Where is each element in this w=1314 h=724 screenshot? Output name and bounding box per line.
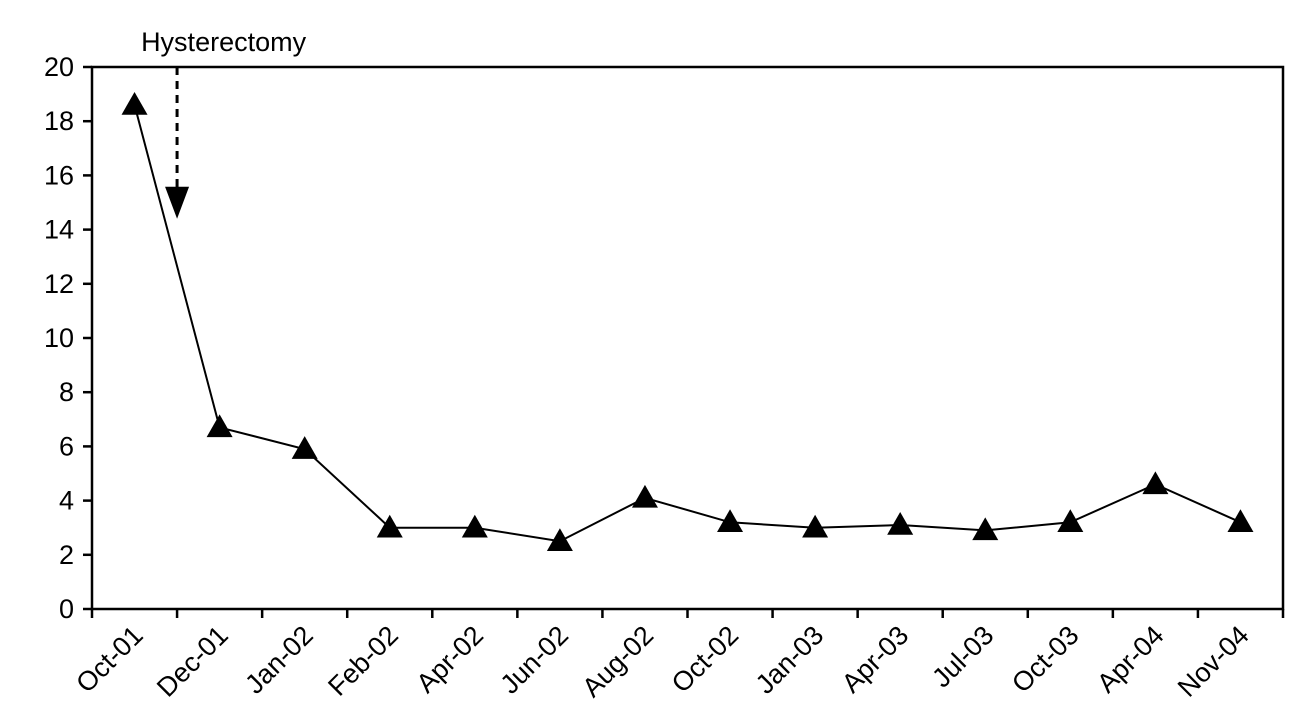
data-point-marker: [802, 514, 829, 538]
data-point-marker: [972, 517, 999, 541]
x-tick-label: Aug-02: [576, 620, 659, 703]
y-tick-label: 6: [59, 431, 74, 461]
x-tick-label: Oct-03: [1006, 620, 1085, 699]
x-tick-label: Jul-03: [926, 620, 999, 693]
data-point-marker: [206, 414, 233, 438]
data-point-marker: [1057, 509, 1084, 533]
y-tick-label: 14: [44, 215, 74, 245]
plot-frame: [90, 65, 1285, 611]
y-tick-label: 20: [44, 52, 74, 82]
x-tick-label: Dec-01: [151, 620, 234, 703]
data-point-marker: [121, 91, 148, 115]
y-tick-label: 10: [44, 323, 74, 353]
y-tick-label: 8: [59, 377, 74, 407]
annotation-label: Hysterectomy: [141, 27, 307, 57]
x-tick-label: Apr-03: [836, 620, 915, 699]
x-tick-label: Apr-02: [411, 620, 490, 699]
series-line: [133, 104, 1241, 543]
data-point-marker: [291, 436, 318, 459]
y-tick-label: 0: [59, 594, 74, 624]
x-tick-label: Feb-02: [322, 620, 404, 702]
y-tick-label: 12: [44, 269, 74, 299]
data-point-marker: [376, 514, 403, 538]
x-tick-label: Apr-04: [1091, 620, 1170, 699]
data-point-marker: [717, 509, 744, 533]
data-point-marker: [461, 514, 488, 538]
y-tick-label: 4: [59, 486, 74, 516]
x-tick-label: Jun-02: [495, 620, 575, 700]
data-point-marker: [631, 484, 658, 508]
x-tick-label: Nov-04: [1172, 620, 1255, 703]
y-tick-label: 18: [44, 106, 74, 136]
data-point-marker: [1227, 509, 1254, 533]
y-tick-label: 16: [44, 160, 74, 190]
data-point-marker: [1142, 471, 1169, 495]
data-point-marker: [546, 528, 573, 551]
x-tick-label: Oct-02: [666, 620, 745, 699]
x-tick-label: Jan-03: [750, 620, 830, 700]
annotation-arrow-head: [165, 186, 190, 219]
y-tick-label: 2: [59, 540, 74, 570]
data-point-marker: [887, 511, 914, 535]
x-tick-label: Jan-02: [239, 620, 319, 700]
x-tick-label: Oct-01: [70, 620, 149, 699]
